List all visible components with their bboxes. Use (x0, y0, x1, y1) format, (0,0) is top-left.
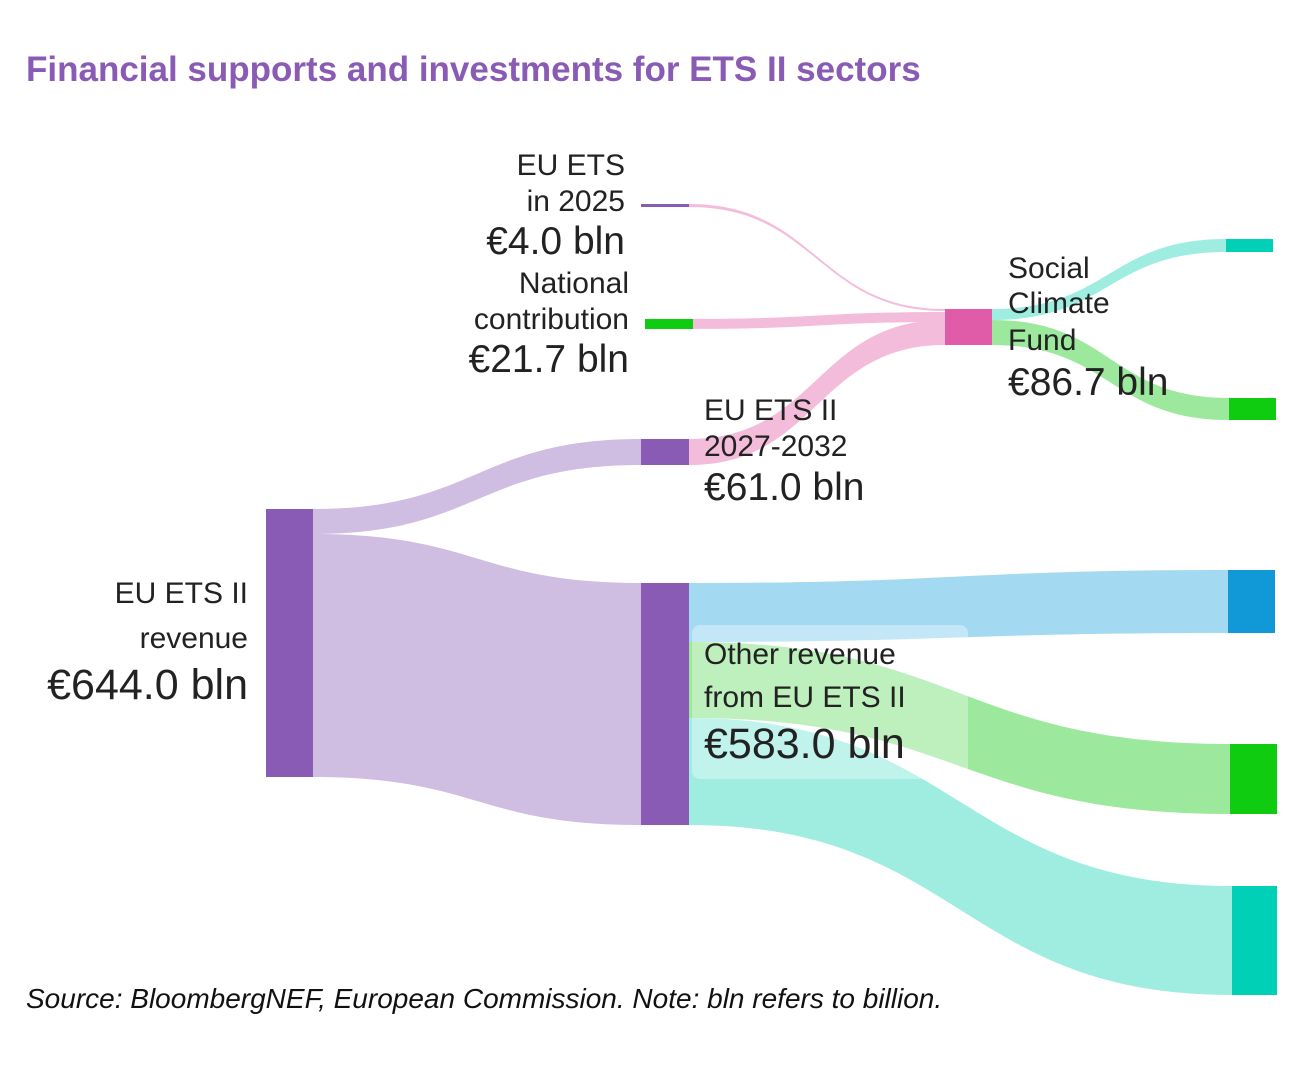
node-label-ets2_2027: 2027-2032 (704, 430, 847, 463)
node-scf (945, 309, 992, 345)
link-ets_2025-to-scf (689, 204, 945, 311)
chart-title: Financial supports and investments for E… (26, 50, 921, 89)
link-other_revenue-to-other_out_2 (689, 642, 1230, 814)
node-value-other_revenue: €583.0 bln (704, 720, 905, 768)
node-value-revenue: €644.0 bln (47, 661, 248, 709)
node-label-other_revenue: from EU ETS II (704, 681, 906, 714)
node-other_out_2 (1230, 744, 1277, 814)
link-revenue-to-other_revenue (313, 534, 641, 825)
node-scf_out_1 (1226, 239, 1273, 252)
node-label-revenue: EU ETS II (115, 577, 248, 610)
node-label-national: contribution (474, 303, 629, 336)
node-scf_out_2 (1229, 398, 1276, 420)
node-value-national: €21.7 bln (469, 338, 629, 381)
node-label-ets_2025: in 2025 (527, 185, 625, 218)
link-scf-to-scf_out_1 (992, 239, 1226, 320)
node-national (645, 319, 693, 329)
node-value-scf: €86.7 bln (1008, 361, 1168, 404)
other-revenue-label-backdrop (692, 625, 968, 779)
node-other_out_1 (1228, 570, 1275, 633)
node-ets2_2027 (641, 439, 689, 465)
node-label-scf: Climate (1008, 287, 1110, 320)
link-scf-to-scf_out_2 (992, 320, 1229, 420)
node-value-ets2_2027: €61.0 bln (704, 466, 864, 509)
sankey-nodes (266, 204, 1277, 995)
node-value-ets_2025: €4.0 bln (486, 220, 625, 263)
sankey-links (313, 204, 1232, 995)
node-other_revenue (641, 583, 689, 825)
node-ets_2025 (641, 204, 689, 207)
node-label-other_revenue: Other revenue (704, 638, 896, 671)
node-revenue (266, 509, 313, 777)
node-label-scf: Social (1008, 252, 1090, 285)
node-label-ets2_2027: EU ETS II (704, 394, 837, 427)
node-other_out_3 (1232, 886, 1277, 995)
node-label-scf: Fund (1008, 324, 1076, 357)
link-other_revenue-to-other_out_3 (689, 718, 1232, 995)
link-revenue-to-ets2_2027 (313, 439, 641, 534)
node-label-national: National (519, 267, 629, 300)
link-national-to-scf (693, 312, 945, 329)
node-label-revenue: revenue (140, 622, 248, 655)
link-other_revenue-to-other_out_1 (689, 570, 1228, 642)
node-label-ets_2025: EU ETS (517, 149, 625, 182)
source-note: Source: BloombergNEF, European Commissio… (26, 983, 943, 1014)
link-ets2_2027-to-scf (689, 320, 945, 465)
